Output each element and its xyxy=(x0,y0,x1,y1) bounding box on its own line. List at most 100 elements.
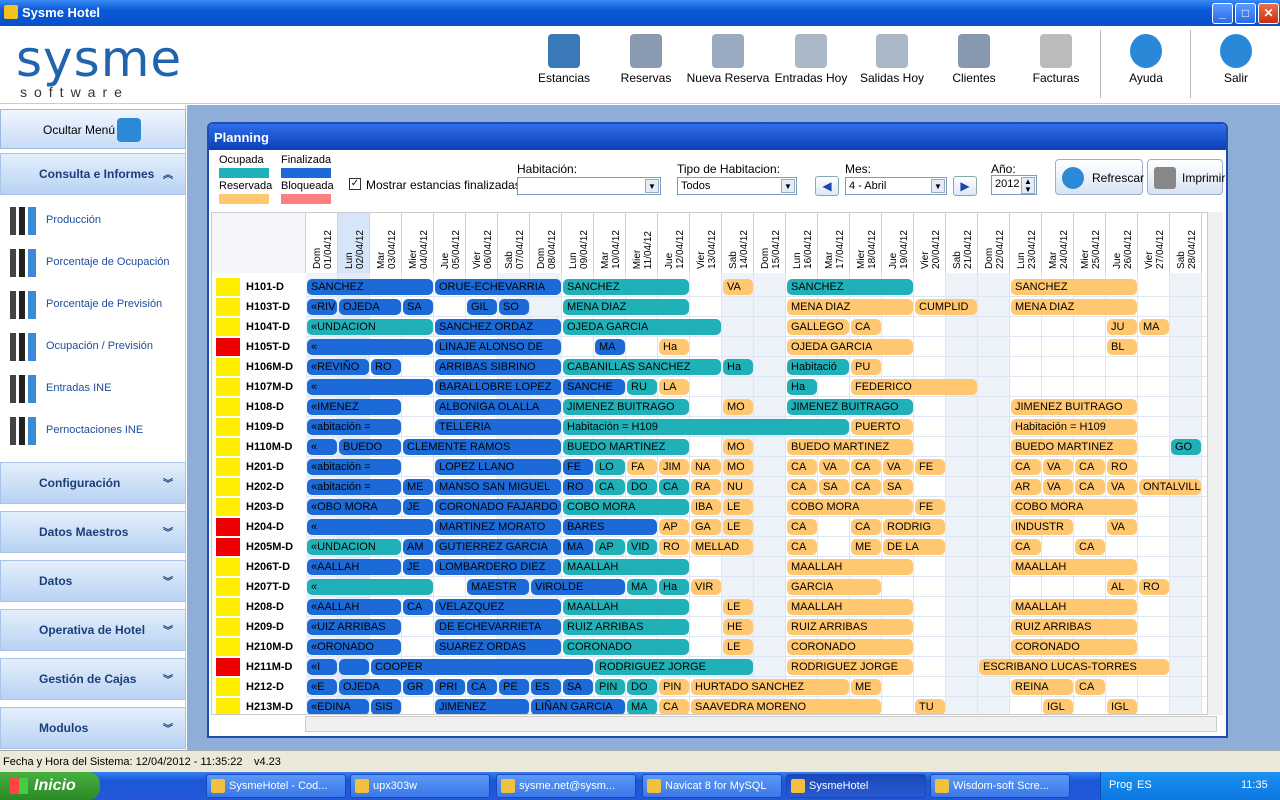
booking-block[interactable]: REINA xyxy=(1011,679,1073,695)
booking-block[interactable]: LINAJE ALONSO DE xyxy=(435,339,561,355)
booking-block[interactable]: COBO MORA xyxy=(787,499,913,515)
booking-block[interactable]: GA xyxy=(691,519,721,535)
day-header[interactable]: Dom 01/04/12 xyxy=(306,213,338,273)
toolbar-salidas-hoy-button[interactable]: Salidas Hoy xyxy=(848,26,936,104)
booking-block[interactable]: SA xyxy=(819,479,849,495)
mes-select[interactable]: 4 - Abril ▼ xyxy=(845,177,947,195)
booking-block[interactable]: TELLERIA xyxy=(435,419,561,435)
start-button[interactable]: Inicio xyxy=(0,772,100,800)
booking-block[interactable]: RU xyxy=(627,379,657,395)
booking-block[interactable]: MAESTR xyxy=(467,579,529,595)
day-header[interactable]: Mier 04/04/12 xyxy=(402,213,434,273)
booking-block[interactable]: CORONADO xyxy=(563,639,689,655)
day-header[interactable]: Vier 27/04/12 xyxy=(1138,213,1170,273)
booking-block[interactable]: VELAZQUEZ xyxy=(435,599,561,615)
booking-block[interactable]: JIMENEZ BUITRAGO xyxy=(787,399,913,415)
booking-block[interactable]: « xyxy=(307,339,433,355)
show-finished-checkbox[interactable]: ✓ xyxy=(349,178,361,190)
sidebar-item-porcentaje-de-ocupacio-n[interactable]: Porcentaje de Ocupación xyxy=(10,249,180,279)
toolbar-entradas-hoy-button[interactable]: Entradas Hoy xyxy=(767,26,855,104)
booking-block[interactable]: HE xyxy=(723,619,753,635)
room-name[interactable]: H104T-D xyxy=(246,321,291,333)
habitacion-select[interactable]: ▼ xyxy=(517,177,661,195)
sidebar-item-entradas-ine[interactable]: Entradas INE xyxy=(10,375,180,405)
room-name[interactable]: H212-D xyxy=(246,681,284,693)
room-name[interactable]: H211M-D xyxy=(246,661,293,673)
booking-block[interactable]: BL xyxy=(1107,339,1137,355)
booking-block[interactable]: «UNDACION xyxy=(307,319,433,335)
booking-block[interactable]: AL xyxy=(1107,579,1137,595)
booking-block[interactable]: CA xyxy=(1075,679,1105,695)
booking-block[interactable]: OJEDA xyxy=(339,299,401,315)
booking-block[interactable]: CA xyxy=(851,319,881,335)
booking-block[interactable]: PU xyxy=(851,359,881,375)
taskbar-item-upx303w[interactable]: upx303w xyxy=(350,774,490,798)
booking-block[interactable]: MAALLAH xyxy=(1011,599,1137,615)
booking-block[interactable]: Ha xyxy=(659,339,689,355)
booking-block[interactable]: LE xyxy=(723,499,753,515)
booking-block[interactable]: SANCHEZ xyxy=(787,279,913,295)
hide-menu-button[interactable]: Ocultar Menú xyxy=(0,109,186,149)
booking-block[interactable]: RUIZ ARRIBAS xyxy=(1011,619,1137,635)
room-name[interactable]: H209-D xyxy=(246,621,284,633)
booking-block[interactable]: Ha xyxy=(723,359,753,375)
booking-block[interactable]: JIMENEZ xyxy=(435,699,529,714)
booking-block[interactable]: OJEDA GARCIA xyxy=(563,319,721,335)
room-name[interactable]: H107M-D xyxy=(246,381,294,393)
booking-block[interactable]: PRI xyxy=(435,679,465,695)
language-indicator[interactable]: ES xyxy=(1137,779,1152,791)
toolbar-facturas-button[interactable]: Facturas xyxy=(1012,26,1100,104)
prev-month-button[interactable]: ◀ xyxy=(815,176,839,196)
day-header[interactable]: Mar 24/04/12 xyxy=(1042,213,1074,273)
room-name[interactable]: H207T-D xyxy=(246,581,291,593)
booking-block[interactable]: MAALLAH xyxy=(563,559,689,575)
booking-block[interactable]: ALBONIGA OLALLA xyxy=(435,399,561,415)
booking-block[interactable]: PE xyxy=(499,679,529,695)
booking-block[interactable]: MO xyxy=(723,399,753,415)
booking-block[interactable]: «UIZ ARRIBAS xyxy=(307,619,401,635)
booking-block[interactable]: SO xyxy=(499,299,529,315)
booking-block[interactable]: NU xyxy=(723,479,753,495)
booking-block[interactable]: CABANILLAS SANCHEZ xyxy=(563,359,721,375)
refresh-button[interactable]: Refrescar xyxy=(1055,159,1144,195)
taskbar-item-sysme-net-sysm[interactable]: sysme.net@sysm... xyxy=(496,774,636,798)
taskbar-item-sysmehotel-cod[interactable]: SysmeHotel - Cod... xyxy=(206,774,346,798)
booking-block[interactable]: LE xyxy=(723,639,753,655)
booking-block[interactable]: CA xyxy=(403,599,433,615)
booking-block[interactable]: GUTIERREZ GARCIA xyxy=(435,539,561,555)
booking-block[interactable]: VA xyxy=(723,279,753,295)
booking-block[interactable]: «E xyxy=(307,679,337,695)
booking-block[interactable]: CORONADO xyxy=(787,639,913,655)
booking-block[interactable]: GO xyxy=(1171,439,1201,455)
section-datos-maestros[interactable]: Datos Maestros ︾ xyxy=(0,511,186,553)
toolbar-ayuda-button[interactable]: Ayuda xyxy=(1102,26,1190,104)
booking-block[interactable]: MENA DIAZ xyxy=(787,299,913,315)
booking-block[interactable]: ES xyxy=(531,679,561,695)
day-header[interactable]: Vier 06/04/12 xyxy=(466,213,498,273)
booking-block[interactable]: DE LA xyxy=(883,539,945,555)
booking-block[interactable]: RO xyxy=(659,539,689,555)
minimize-button[interactable]: _ xyxy=(1212,3,1233,24)
taskbar-item-navicat-8-for-mysql[interactable]: Navicat 8 for MySQL xyxy=(642,774,782,798)
booking-block[interactable]: SA xyxy=(883,479,913,495)
taskbar-item-wisdom-soft-scre[interactable]: Wisdom-soft Scre... xyxy=(930,774,1070,798)
booking-block[interactable]: «abitación = xyxy=(307,419,401,435)
booking-block[interactable]: ME xyxy=(851,679,881,695)
booking-block[interactable]: NA xyxy=(691,459,721,475)
booking-block[interactable]: ONTALVILLA xyxy=(1139,479,1201,495)
booking-block[interactable]: CA xyxy=(1075,459,1105,475)
booking-block[interactable]: « xyxy=(307,379,433,395)
booking-block[interactable]: JIMENEZ BUITRAGO xyxy=(1011,399,1137,415)
booking-block[interactable]: VIR xyxy=(691,579,721,595)
booking-block[interactable]: LOMBARDERO DIEZ xyxy=(435,559,561,575)
booking-block[interactable]: BUEDO MARTINEZ xyxy=(1011,439,1137,455)
section-configuracio-n[interactable]: Configuración ︾ xyxy=(0,462,186,504)
room-name[interactable]: H213M-D xyxy=(246,701,294,713)
booking-block[interactable]: ORUE-ECHEVARRIA xyxy=(435,279,561,295)
booking-block[interactable]: BUEDO MARTINEZ xyxy=(787,439,913,455)
booking-block[interactable]: « xyxy=(307,439,337,455)
booking-block[interactable]: CA xyxy=(787,479,817,495)
booking-block[interactable]: SIS xyxy=(371,699,401,714)
room-name[interactable]: H101-D xyxy=(246,281,284,293)
booking-block[interactable]: INDUSTR xyxy=(1011,519,1073,535)
